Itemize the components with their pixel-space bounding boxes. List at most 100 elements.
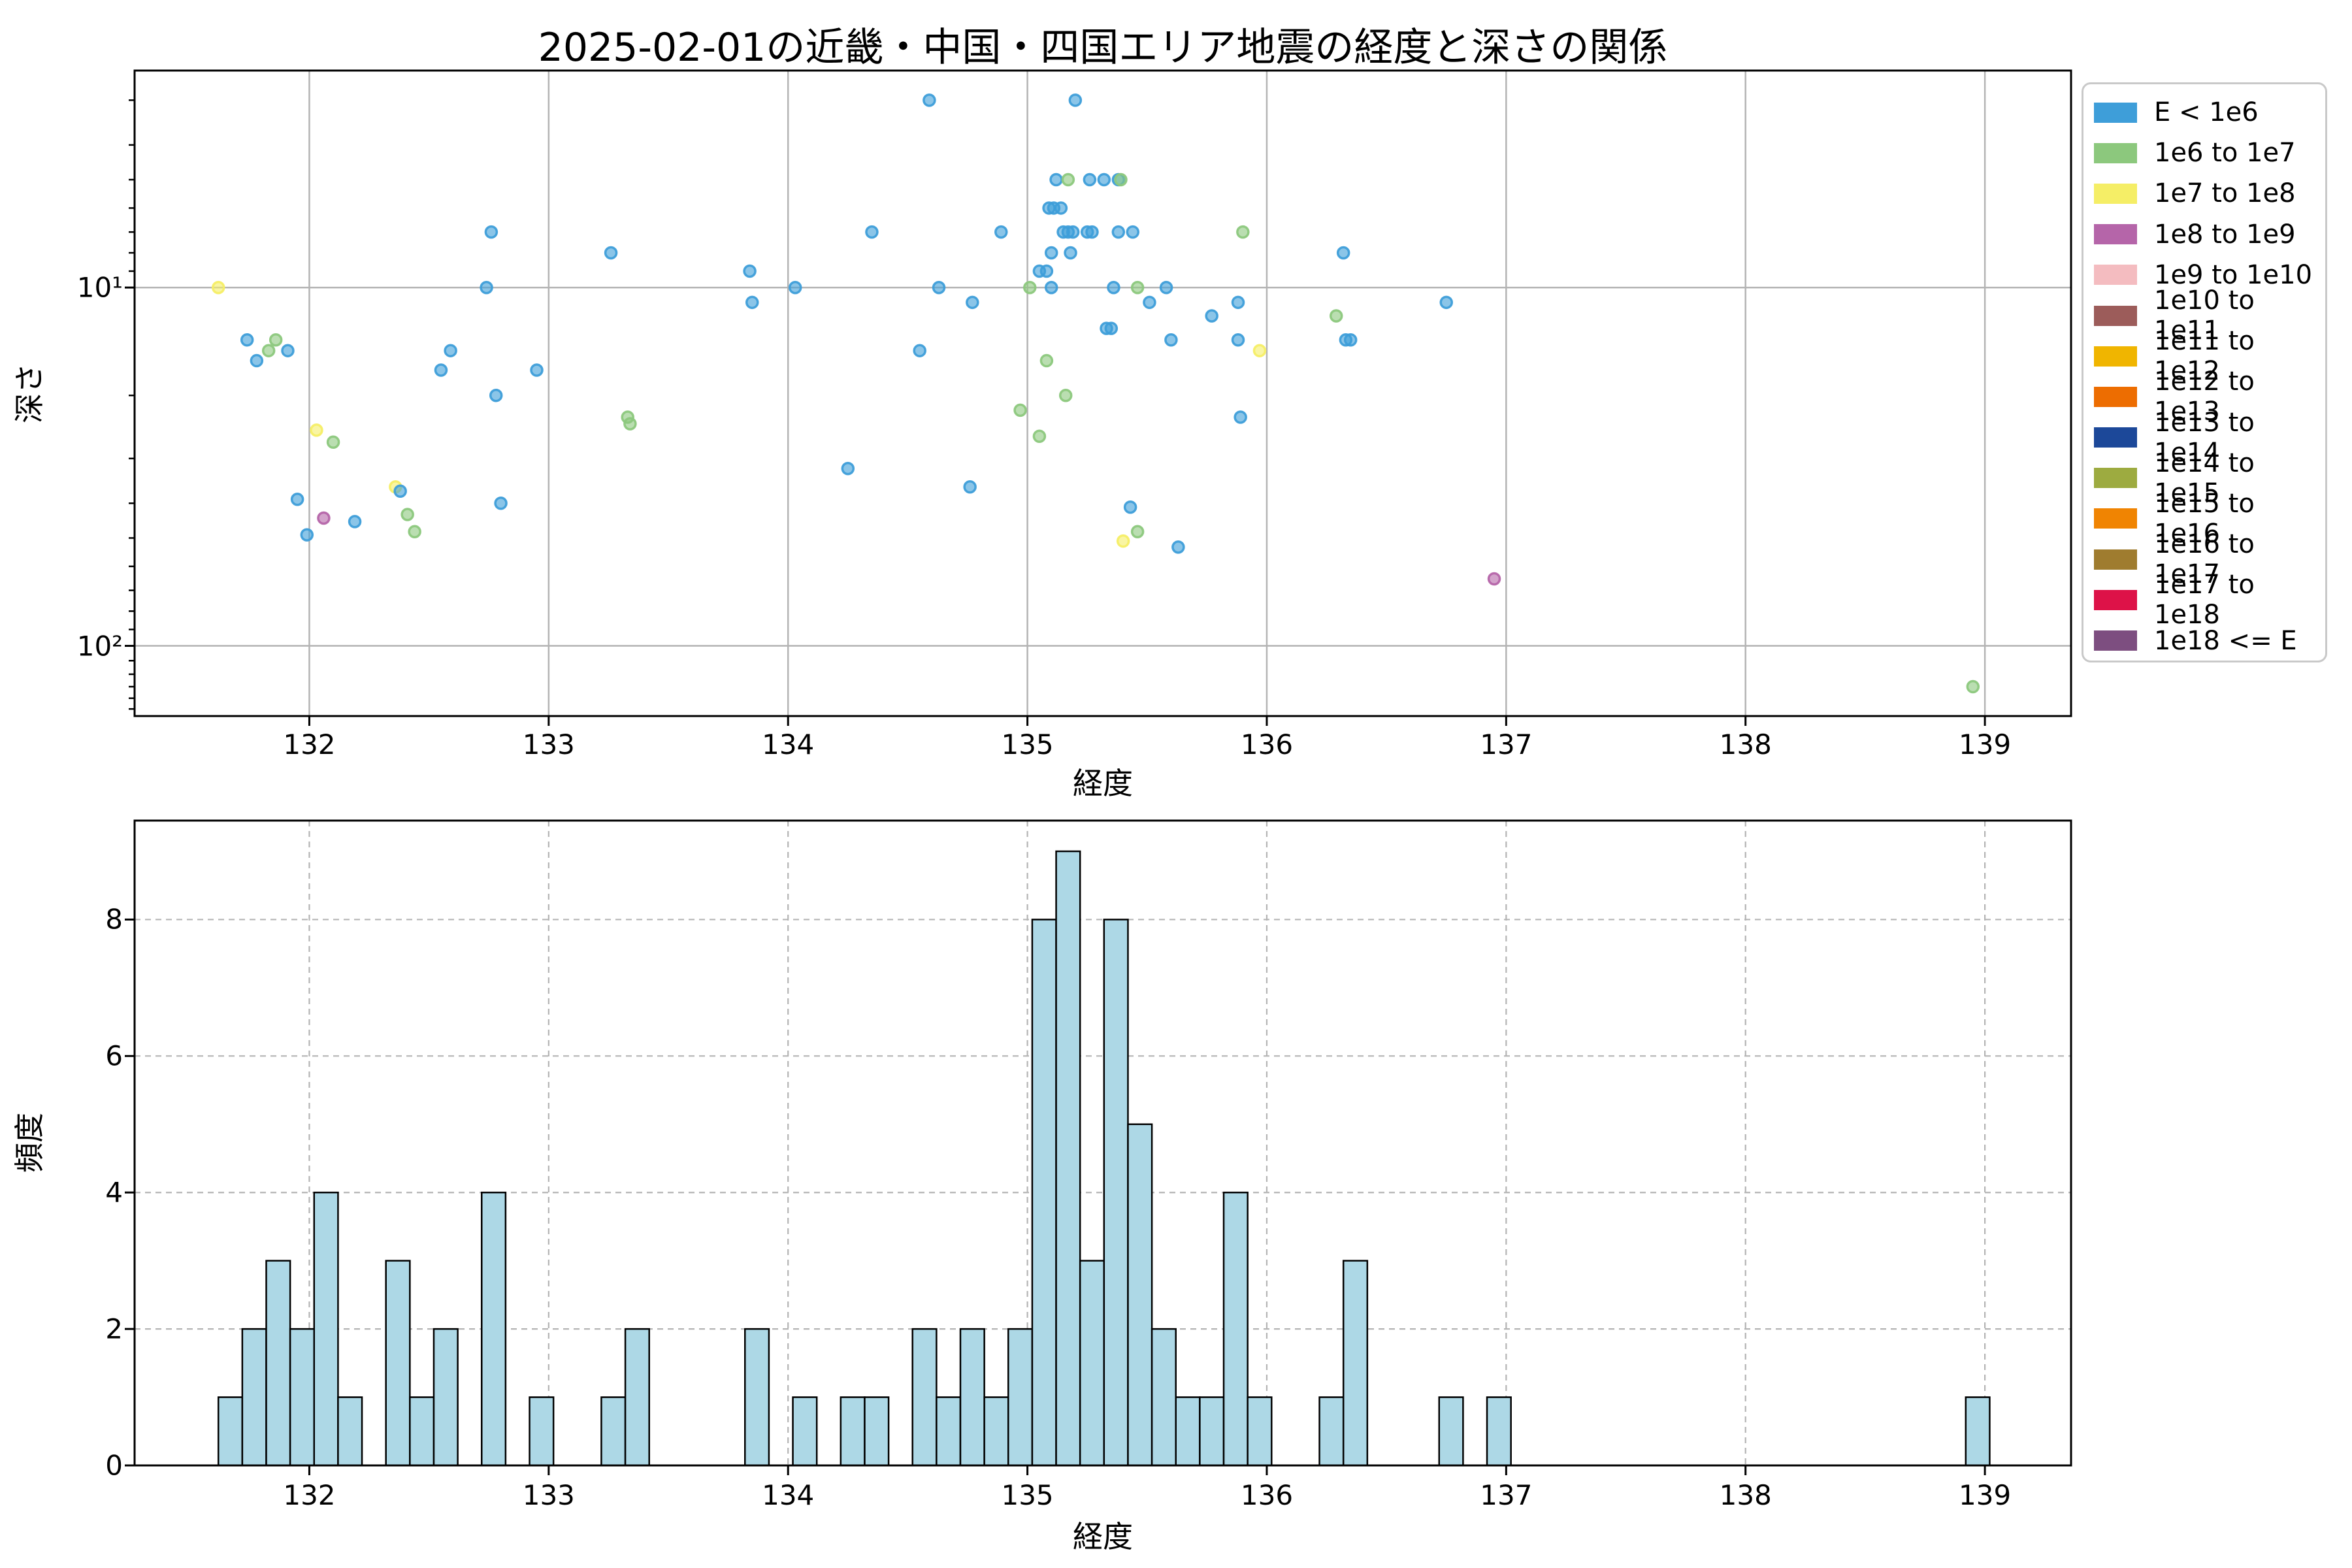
hist-ytick-label: 2 <box>105 1313 123 1345</box>
hist-bar <box>1199 1396 1225 1467</box>
scatter-point <box>1130 525 1145 538</box>
hist-xtick-label: 133 <box>522 1479 575 1511</box>
scatter-point <box>408 525 421 538</box>
hist-bar <box>1438 1396 1464 1467</box>
legend-swatch <box>2094 183 2137 204</box>
legend-item-label: 1e8 to 1e9 <box>2154 219 2296 250</box>
hist-bar <box>1342 1260 1369 1467</box>
legend-item-label: 1e13 to 1e14 <box>2154 407 2255 468</box>
scatter-point <box>489 388 503 402</box>
scatter-point <box>1049 172 1063 187</box>
legend-box: E < 1e6 1e6 to 1e7 1e7 to 1e8 1e8 to 1e9 1e9… <box>2082 82 2327 662</box>
scatter-point <box>1064 246 1077 260</box>
hist-bar <box>840 1396 866 1467</box>
scatter-point <box>326 435 340 449</box>
scatter-point <box>1233 410 1247 424</box>
legend-item: 1e9 to 1e10 <box>2094 255 2325 295</box>
scatter-point <box>1032 429 1047 443</box>
hist-xtick-label: 138 <box>1719 1479 1772 1511</box>
hist-bar <box>744 1328 770 1467</box>
hist-bar <box>409 1396 435 1467</box>
scatter-point <box>480 280 493 295</box>
legend-swatch <box>2094 142 2137 163</box>
hist-bar <box>600 1396 627 1467</box>
scatter-xlabel: 経度 <box>1073 766 1133 801</box>
hist-bar <box>385 1260 411 1467</box>
legend-swatch <box>2094 102 2137 123</box>
scatter-point <box>1126 225 1140 239</box>
scatter-point <box>963 480 977 494</box>
scatter-point <box>788 280 802 295</box>
scatter-point <box>1236 225 1250 239</box>
scatter-point <box>604 246 618 260</box>
legend-swatch <box>2094 589 2137 610</box>
hist-bar <box>1151 1328 1177 1467</box>
scatter-xtick-label: 137 <box>1480 728 1533 760</box>
scatter-point <box>1013 403 1027 417</box>
scatter-point <box>240 333 254 347</box>
hist-xtick-label: 135 <box>1001 1479 1054 1511</box>
hist-ylabel: 頻度 <box>12 1113 47 1173</box>
scatter-point <box>1231 333 1245 347</box>
legend-item-label: 1e9 to 1e10 <box>2154 259 2313 290</box>
hist-bar <box>983 1396 1009 1467</box>
scatter-point <box>1044 246 1058 260</box>
hist-bar <box>313 1191 339 1467</box>
scatter-point <box>1044 280 1058 295</box>
scatter-point <box>269 333 283 347</box>
chart-title: 2025-02-01の近畿・中国・四国エリア地震の経度と深さの関係 <box>538 25 1668 71</box>
hist-bar <box>1965 1396 1991 1467</box>
hist-bar <box>1031 919 1057 1467</box>
hist-xtick-label: 137 <box>1480 1479 1533 1511</box>
hist-bar <box>1222 1191 1249 1467</box>
scatter-xtick-label: 134 <box>762 728 815 760</box>
hist-xtick-label: 136 <box>1240 1479 1294 1511</box>
scatter-point <box>923 93 936 107</box>
hist-bar <box>1127 1123 1153 1467</box>
scatter-point <box>966 295 979 310</box>
scatter-point <box>1164 333 1178 347</box>
hist-bar <box>1007 1328 1034 1467</box>
scatter-point <box>1439 295 1454 310</box>
scatter-xtick-label: 132 <box>283 728 336 760</box>
legend-item: E < 1e6 <box>2094 92 2325 133</box>
scatter-ytick-label: 10² <box>76 630 123 662</box>
hist-bar <box>1055 850 1081 1467</box>
scatter-point <box>1054 201 1068 215</box>
scatter-point <box>1205 309 1218 323</box>
scatter-point <box>1123 500 1137 514</box>
hist-ytick-label: 6 <box>105 1039 123 1072</box>
scatter-point <box>261 344 276 357</box>
hist-bar <box>289 1328 316 1467</box>
legend-item-label: 1e18 <= E <box>2154 625 2297 656</box>
scatter-point <box>1023 280 1037 295</box>
hist-bar <box>241 1328 267 1467</box>
legend-swatch <box>2094 630 2137 651</box>
legend-item-label: 1e15 to 1e16 <box>2154 488 2255 549</box>
legend-item-label: 1e6 to 1e7 <box>2154 138 2296 169</box>
hist-bar <box>1486 1396 1512 1467</box>
scatter-point <box>1068 93 1083 107</box>
hist-ytick-label: 4 <box>105 1176 123 1209</box>
scatter-point <box>1130 280 1145 295</box>
hist-bar <box>1103 919 1129 1467</box>
legend-item: 1e16 to 1e17 <box>2094 529 2325 589</box>
scatter-point <box>1116 534 1130 548</box>
hist-bar <box>792 1396 818 1467</box>
hist-xtick-label: 132 <box>283 1479 336 1511</box>
hist-xlabel: 経度 <box>1073 1519 1133 1554</box>
scatter-point <box>281 344 295 357</box>
legend-item-label: 1e17 to 1e18 <box>2154 570 2255 630</box>
hist-ytick-label: 0 <box>105 1449 123 1482</box>
scatter-xtick-label: 133 <box>522 728 575 760</box>
hist-bar <box>529 1396 555 1467</box>
legend-item-label: 1e16 to 1e17 <box>2154 529 2255 590</box>
scatter-point <box>1107 280 1120 295</box>
legend-item: 1e7 to 1e8 <box>2094 173 2325 214</box>
legend-swatch <box>2094 468 2137 489</box>
scatter-point <box>1061 172 1075 187</box>
legend-item-label: 1e11 to 1e12 <box>2154 326 2255 387</box>
scatter-point <box>994 225 1008 239</box>
scatter-point <box>1171 540 1185 554</box>
scatter-ylabel: 深さ <box>12 363 47 423</box>
